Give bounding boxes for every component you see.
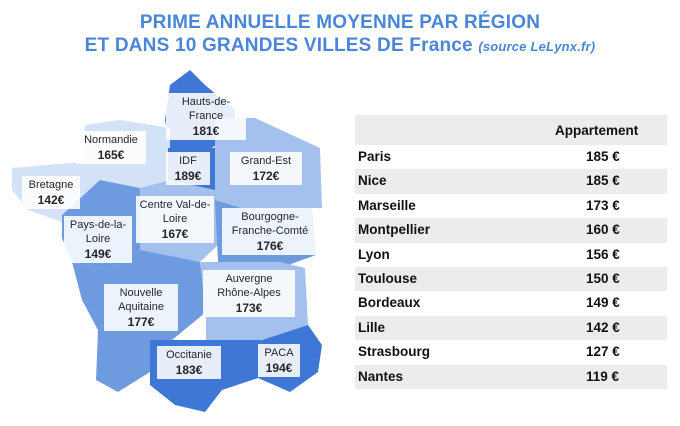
label-normandie: Normandie 165€	[76, 131, 146, 164]
column-header-appartement: Appartement	[555, 123, 639, 138]
label-hauts-de-france: Hauts-de-France 181€	[166, 93, 246, 140]
label-value: 177€	[127, 315, 155, 329]
city-name: Strasbourg	[358, 344, 431, 360]
city-price-table: Appartement Paris 185 € Nice 185 € Marseil…	[355, 115, 667, 389]
city-name: Toulouse	[358, 270, 417, 286]
city-name: Nantes	[358, 368, 404, 384]
table-row: Nice 185 €	[355, 169, 667, 194]
table-row: Nantes 119 €	[355, 364, 667, 389]
city-price: 185 €	[586, 173, 620, 189]
city-name: Nice	[358, 173, 387, 189]
city-name: Bordeaux	[358, 295, 421, 311]
city-price: 150 €	[586, 270, 620, 286]
label-paca: PACA 194€	[258, 344, 300, 377]
label-nouvelle-aquitaine: Nouvelle Aquitaine 177€	[104, 284, 178, 331]
city-price: 156 €	[586, 246, 620, 262]
label-occitanie: Occitanie 183€	[157, 346, 221, 379]
title-line-1: PRIME ANNUELLE MOYENNE PAR RÉGION	[139, 12, 541, 33]
label-value: 194€	[265, 361, 293, 375]
table-row: Bordeaux 149 €	[355, 291, 667, 315]
label-value: 172€	[252, 169, 280, 183]
label-value: 181€	[192, 124, 220, 138]
label-bourgogne-franche-comte: Bourgogne-Franche-Comté 176€	[222, 208, 318, 255]
city-price: 149 €	[586, 295, 620, 311]
label-value: 173€	[235, 301, 263, 315]
city-price: 142 €	[586, 319, 620, 335]
label-idf: IDF 189€	[166, 152, 210, 185]
title-main: ET DANS 10 GRANDES VILLES DE France	[84, 35, 473, 56]
title-line-2: ET DANS 10 GRANDES VILLES DE France (sou…	[0, 35, 680, 57]
city-price: 160 €	[586, 222, 620, 238]
city-name: Lille	[358, 319, 386, 335]
label-centre-val-de-loire: Centre Val-de-Loire 167€	[136, 196, 214, 243]
label-name: Occitanie	[166, 349, 212, 361]
label-name: Nouvelle Aquitaine	[118, 287, 164, 313]
table-row: Lille 142 €	[355, 315, 667, 341]
title-source: (source LeLynx.fr)	[478, 39, 596, 54]
label-name: PACA	[264, 347, 294, 359]
label-value: 167€	[161, 227, 189, 241]
city-name: Marseille	[358, 197, 416, 213]
label-name: Normandie	[84, 134, 138, 146]
table-row: Strasbourg 127 €	[355, 340, 667, 364]
label-name: Auvergne Rhône-Alpes	[217, 273, 281, 299]
label-bretagne: Bretagne 142€	[22, 176, 80, 209]
label-auvergne-rhone-alpes: Auvergne Rhône-Alpes 173€	[203, 270, 295, 317]
label-name: Bretagne	[28, 179, 74, 191]
city-price: 119 €	[586, 368, 620, 384]
city-price: 185 €	[586, 149, 620, 164]
table-header: Appartement	[355, 115, 667, 145]
label-value: 183€	[175, 363, 203, 377]
city-name: Montpellier	[358, 222, 431, 238]
label-value: 176€	[256, 239, 284, 253]
label-name: Centre Val-de-Loire	[139, 199, 211, 225]
city-name: Paris	[358, 149, 392, 164]
label-name: Pays-de-la-Loire	[69, 219, 127, 245]
table-row: Montpellier 160 €	[355, 218, 667, 243]
city-price: 173 €	[586, 197, 620, 213]
table-row: Toulouse 150 €	[355, 266, 667, 292]
city-price: 127 €	[586, 344, 620, 360]
table-row: Lyon 156 €	[355, 243, 667, 267]
label-value: 189€	[174, 169, 202, 183]
label-name: Grand-Est	[240, 155, 292, 167]
label-name: IDF	[179, 155, 197, 167]
label-pays-de-la-loire: Pays-de-la-Loire 149€	[64, 216, 132, 263]
label-grand-est: Grand-Est 172€	[230, 152, 302, 185]
label-value: 142€	[37, 193, 65, 207]
label-name: Hauts-de-France	[181, 96, 231, 122]
table-row: Paris 185 €	[355, 145, 667, 169]
label-value: 149€	[84, 247, 112, 261]
label-value: 165€	[97, 148, 125, 162]
label-name: Bourgogne-Franche-Comté	[231, 211, 309, 237]
city-name: Lyon	[358, 246, 390, 262]
table-row: Marseille 173 €	[355, 194, 667, 218]
